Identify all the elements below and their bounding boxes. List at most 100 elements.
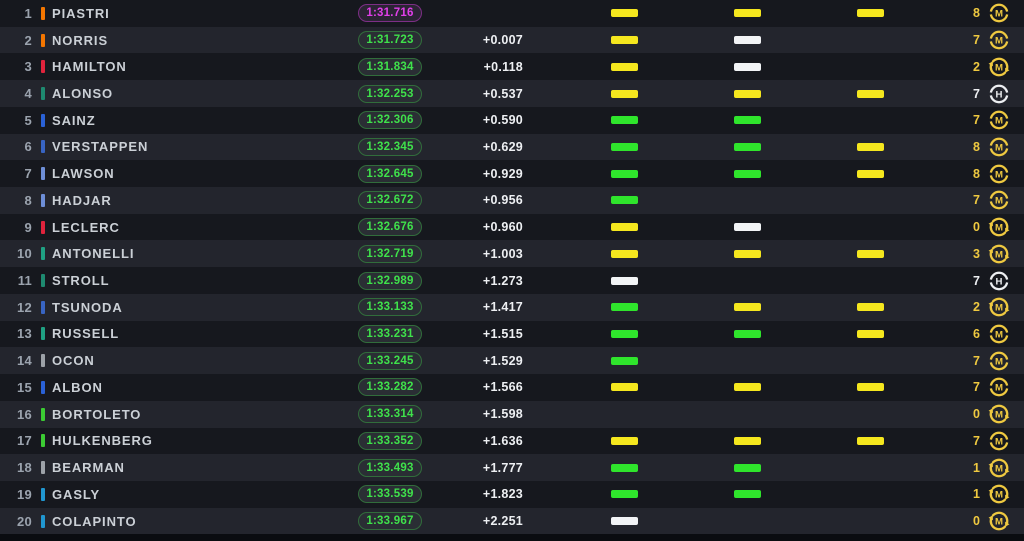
tyre-cell: M <box>982 296 1024 318</box>
sector3-indicator <box>809 9 932 18</box>
medium-tyre-icon: M <box>989 30 1009 50</box>
driver-name: GASLY <box>52 486 101 502</box>
lap-time-cell: 1:33.539 <box>350 485 430 504</box>
lap-count: 7 <box>973 86 980 101</box>
timing-row[interactable]: 15 ALBON 1:33.282 +1.566 7 M <box>0 374 1024 401</box>
svg-text:M: M <box>995 490 1003 501</box>
timing-row[interactable]: 17 HULKENBERG 1:33.352 +1.636 7 M <box>0 427 1024 455</box>
svg-text:M: M <box>995 196 1003 207</box>
timing-row[interactable]: 7 LAWSON 1:32.645 +0.929 8 M <box>0 160 1024 188</box>
position-number: 10 <box>17 246 32 262</box>
timing-row[interactable]: 5 SAINZ 1:32.306 +0.590 7 M <box>0 106 1024 134</box>
sector1-indicator <box>563 223 686 232</box>
lap-count: 1 <box>973 460 980 475</box>
gap-to-leader: +1.417 <box>482 300 523 315</box>
lap-time: 1:33.133 <box>358 298 422 317</box>
gap-to-leader: +0.929 <box>482 166 523 181</box>
sector1-indicator <box>563 436 686 445</box>
medium-tyre-icon: M <box>989 110 1009 130</box>
team-color-bar-wrap <box>36 167 50 181</box>
team-color-bar-wrap <box>36 274 50 288</box>
lap-time: 1:33.245 <box>358 351 422 370</box>
svg-text:M: M <box>995 356 1003 367</box>
medium-tyre-icon-used: M <box>988 484 1010 504</box>
lap-count: 0 <box>973 220 980 235</box>
team-color-bar-wrap <box>36 113 50 127</box>
driver-name: BORTOLETO <box>52 406 142 422</box>
gap-to-leader: +1.273 <box>482 273 523 288</box>
team-color-bar-wrap <box>36 487 50 501</box>
lap-time: 1:32.719 <box>358 244 422 263</box>
timing-row[interactable]: 10 ANTONELLI 1:32.719 +1.003 3 M <box>0 240 1024 268</box>
svg-text:M: M <box>995 517 1003 528</box>
medium-tyre-icon-used: M <box>988 57 1010 77</box>
timing-row[interactable]: 14 OCON 1:33.245 +1.529 7 M <box>0 347 1024 375</box>
sector1-indicator <box>563 463 686 472</box>
timing-row[interactable]: 9 LECLERC 1:32.676 +0.960 0 M <box>0 213 1024 241</box>
lap-time-cell: 1:31.723 <box>350 31 430 50</box>
lap-time-cell: 1:33.493 <box>350 458 430 477</box>
timing-row[interactable]: 2 NORRIS 1:31.723 +0.007 7 M <box>0 26 1024 54</box>
timing-row[interactable]: 20 COLAPINTO 1:33.967 +2.251 0 M <box>0 507 1024 535</box>
team-color-bar <box>41 220 45 234</box>
position-number: 1 <box>24 5 32 21</box>
tyre-cell: M <box>982 510 1024 532</box>
sector3-indicator <box>809 383 932 392</box>
tyre-cell: M <box>982 430 1024 452</box>
sector3-bar <box>857 383 884 392</box>
team-color-bar <box>41 461 45 475</box>
sector1-indicator <box>563 490 686 499</box>
sector1-indicator <box>563 356 686 365</box>
gap-to-leader: +1.515 <box>482 326 523 341</box>
tyre-cell: M <box>982 376 1024 398</box>
timing-row[interactable]: 1 PIASTRI 1:31.716 8 M <box>0 0 1024 27</box>
tyre-cell: M <box>982 136 1024 158</box>
team-color-bar <box>41 354 45 368</box>
timing-row[interactable]: 11 STROLL 1:32.989 +1.273 7 H <box>0 267 1024 294</box>
driver-name: ANTONELLI <box>52 246 135 262</box>
timing-row[interactable]: 4 ALONSO 1:32.253 +0.537 7 H <box>0 80 1024 107</box>
team-color-bar-wrap <box>36 87 50 101</box>
sector3-indicator <box>809 303 932 312</box>
timing-row[interactable]: 8 HADJAR 1:32.672 +0.956 7 M <box>0 187 1024 214</box>
lap-time-cell: 1:33.352 <box>350 431 430 450</box>
sector1-indicator <box>563 116 686 125</box>
sector3-bar <box>857 89 884 98</box>
sector3-bar <box>857 329 884 338</box>
lap-time: 1:33.352 <box>358 431 422 450</box>
sector1-indicator <box>563 62 686 71</box>
medium-tyre-icon: M <box>989 3 1009 23</box>
timing-row[interactable]: 13 RUSSELL 1:33.231 +1.515 6 M <box>0 320 1024 348</box>
timing-row[interactable]: 3 HAMILTON 1:31.834 +0.118 2 M <box>0 53 1024 81</box>
timing-row[interactable]: 6 VERSTAPPEN 1:32.345 +0.629 8 M <box>0 133 1024 161</box>
tyre-cell: H <box>982 83 1024 105</box>
team-color-bar <box>41 487 45 501</box>
timing-row[interactable]: 12 TSUNODA 1:33.133 +1.417 2 M <box>0 293 1024 321</box>
tyre-cell: M <box>982 56 1024 78</box>
lap-count: 7 <box>973 380 980 395</box>
medium-tyre-icon-used: M <box>988 297 1010 317</box>
timing-row[interactable]: 18 BEARMAN 1:33.493 +1.777 1 M <box>0 454 1024 481</box>
timing-row[interactable]: 16 BORTOLETO 1:33.314 +1.598 0 M <box>0 400 1024 428</box>
lap-count: 2 <box>973 300 980 315</box>
sector3-indicator <box>809 436 932 445</box>
tyre-cell: M <box>982 403 1024 425</box>
lap-time: 1:31.834 <box>358 57 422 76</box>
lap-count: 2 <box>973 59 980 74</box>
sector1-bar <box>611 356 638 365</box>
position-number: 19 <box>17 486 32 502</box>
gap-to-leader: +0.537 <box>482 86 523 101</box>
sector1-bar <box>611 196 638 205</box>
position-number: 11 <box>17 273 32 289</box>
driver-name: HADJAR <box>52 192 112 208</box>
team-color-bar <box>41 274 45 288</box>
sector1-bar <box>611 329 638 338</box>
sector1-bar <box>611 142 638 151</box>
medium-tyre-icon: M <box>989 378 1009 397</box>
sector1-indicator <box>563 196 686 205</box>
sector1-indicator <box>563 169 686 178</box>
medium-tyre-icon-used: M <box>988 458 1010 477</box>
svg-text:M: M <box>995 330 1003 341</box>
timing-row[interactable]: 19 GASLY 1:33.539 +1.823 1 M <box>0 480 1024 508</box>
gap-to-leader: +0.960 <box>482 220 523 235</box>
